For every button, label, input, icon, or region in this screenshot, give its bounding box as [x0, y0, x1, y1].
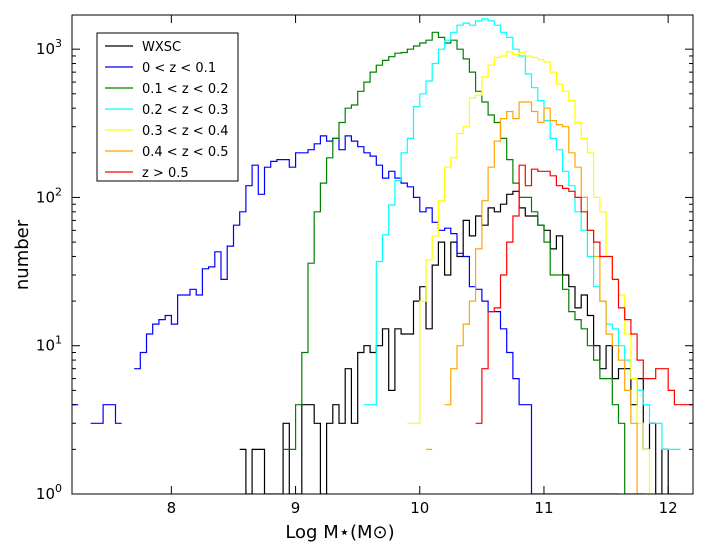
x-tick-label: 12	[659, 499, 678, 517]
legend-label: 0.4 < z < 0.5	[142, 145, 229, 160]
legend-label: 0.1 < z < 0.2	[142, 82, 229, 97]
x-tick-label: 9	[291, 499, 301, 517]
x-axis-label: Log M⋆(M⊙)	[285, 522, 394, 543]
tick-layer: 8 9 10 11 12 100 101 102 103	[36, 15, 693, 517]
series-line-5	[426, 101, 650, 494]
series-line-0	[239, 190, 681, 494]
legend-label: 0.2 < z < 0.3	[142, 103, 229, 118]
series-line-2	[283, 31, 644, 494]
legend-label: 0 < z < 0.1	[142, 61, 216, 76]
y-axis-label: number	[12, 219, 33, 290]
y-tick-label: 101	[36, 334, 62, 355]
legend-label: 0.3 < z < 0.4	[142, 124, 229, 139]
legend-label: z > 0.5	[142, 166, 189, 181]
series-line-6	[475, 164, 693, 424]
y-tick-label: 103	[36, 37, 62, 58]
legend-box	[96, 32, 239, 182]
x-tick-label: 11	[534, 499, 553, 517]
legend: WXSC 0 < z < 0.1 0.1 < z < 0.2 0.2 < z < 0.…	[96, 32, 239, 182]
legend-label: WXSC	[142, 40, 181, 55]
y-tick-label: 100	[36, 482, 62, 503]
plot-frame	[71, 14, 694, 495]
x-tick-label: 8	[167, 499, 177, 517]
x-tick-label: 10	[410, 499, 429, 517]
series-layer	[72, 18, 693, 494]
y-tick-label: 102	[36, 185, 62, 206]
